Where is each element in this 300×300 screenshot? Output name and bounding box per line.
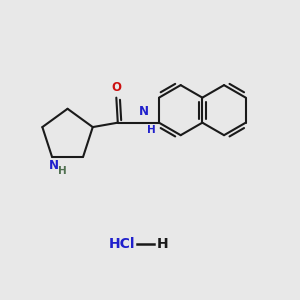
Text: H: H [147, 125, 155, 135]
Text: H: H [157, 237, 168, 251]
Text: H: H [58, 166, 67, 176]
Text: O: O [111, 81, 121, 94]
Text: N: N [49, 159, 58, 172]
Text: HCl: HCl [109, 237, 135, 251]
Text: N: N [138, 105, 148, 118]
